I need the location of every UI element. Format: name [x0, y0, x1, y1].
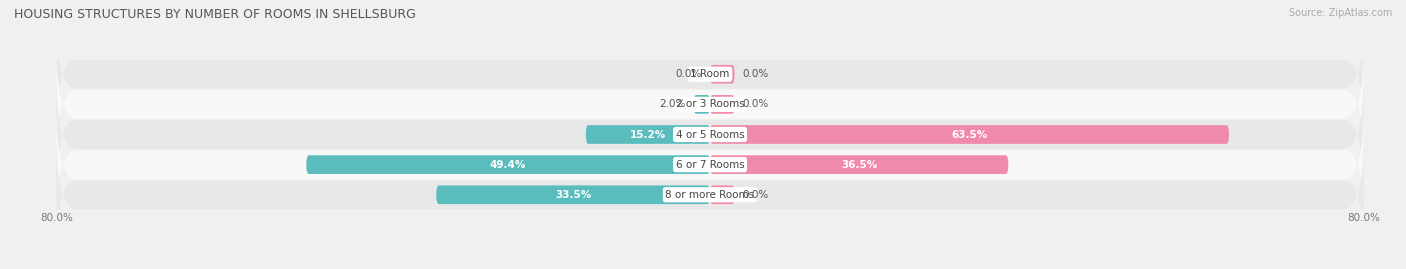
- Text: Source: ZipAtlas.com: Source: ZipAtlas.com: [1288, 8, 1392, 18]
- FancyBboxPatch shape: [56, 134, 1364, 256]
- Text: 8 or more Rooms: 8 or more Rooms: [665, 190, 755, 200]
- FancyBboxPatch shape: [586, 125, 710, 144]
- Text: 1 Room: 1 Room: [690, 69, 730, 79]
- Text: 0.0%: 0.0%: [742, 190, 769, 200]
- Text: 0.0%: 0.0%: [676, 69, 702, 79]
- FancyBboxPatch shape: [710, 185, 734, 204]
- Text: 36.5%: 36.5%: [841, 160, 877, 170]
- FancyBboxPatch shape: [693, 95, 710, 114]
- FancyBboxPatch shape: [56, 104, 1364, 225]
- FancyBboxPatch shape: [56, 74, 1364, 195]
- Text: HOUSING STRUCTURES BY NUMBER OF ROOMS IN SHELLSBURG: HOUSING STRUCTURES BY NUMBER OF ROOMS IN…: [14, 8, 416, 21]
- FancyBboxPatch shape: [56, 44, 1364, 165]
- Text: 15.2%: 15.2%: [630, 129, 666, 140]
- Text: 33.5%: 33.5%: [555, 190, 592, 200]
- Text: 2.0%: 2.0%: [659, 99, 686, 109]
- Text: 63.5%: 63.5%: [952, 129, 987, 140]
- FancyBboxPatch shape: [436, 185, 710, 204]
- Text: 6 or 7 Rooms: 6 or 7 Rooms: [676, 160, 744, 170]
- FancyBboxPatch shape: [710, 95, 734, 114]
- FancyBboxPatch shape: [307, 155, 710, 174]
- FancyBboxPatch shape: [710, 125, 1229, 144]
- FancyBboxPatch shape: [710, 65, 734, 84]
- Text: 0.0%: 0.0%: [742, 69, 769, 79]
- Text: 2 or 3 Rooms: 2 or 3 Rooms: [676, 99, 744, 109]
- Text: 4 or 5 Rooms: 4 or 5 Rooms: [676, 129, 744, 140]
- Text: 49.4%: 49.4%: [489, 160, 526, 170]
- FancyBboxPatch shape: [710, 155, 1008, 174]
- FancyBboxPatch shape: [56, 13, 1364, 135]
- Text: 0.0%: 0.0%: [742, 99, 769, 109]
